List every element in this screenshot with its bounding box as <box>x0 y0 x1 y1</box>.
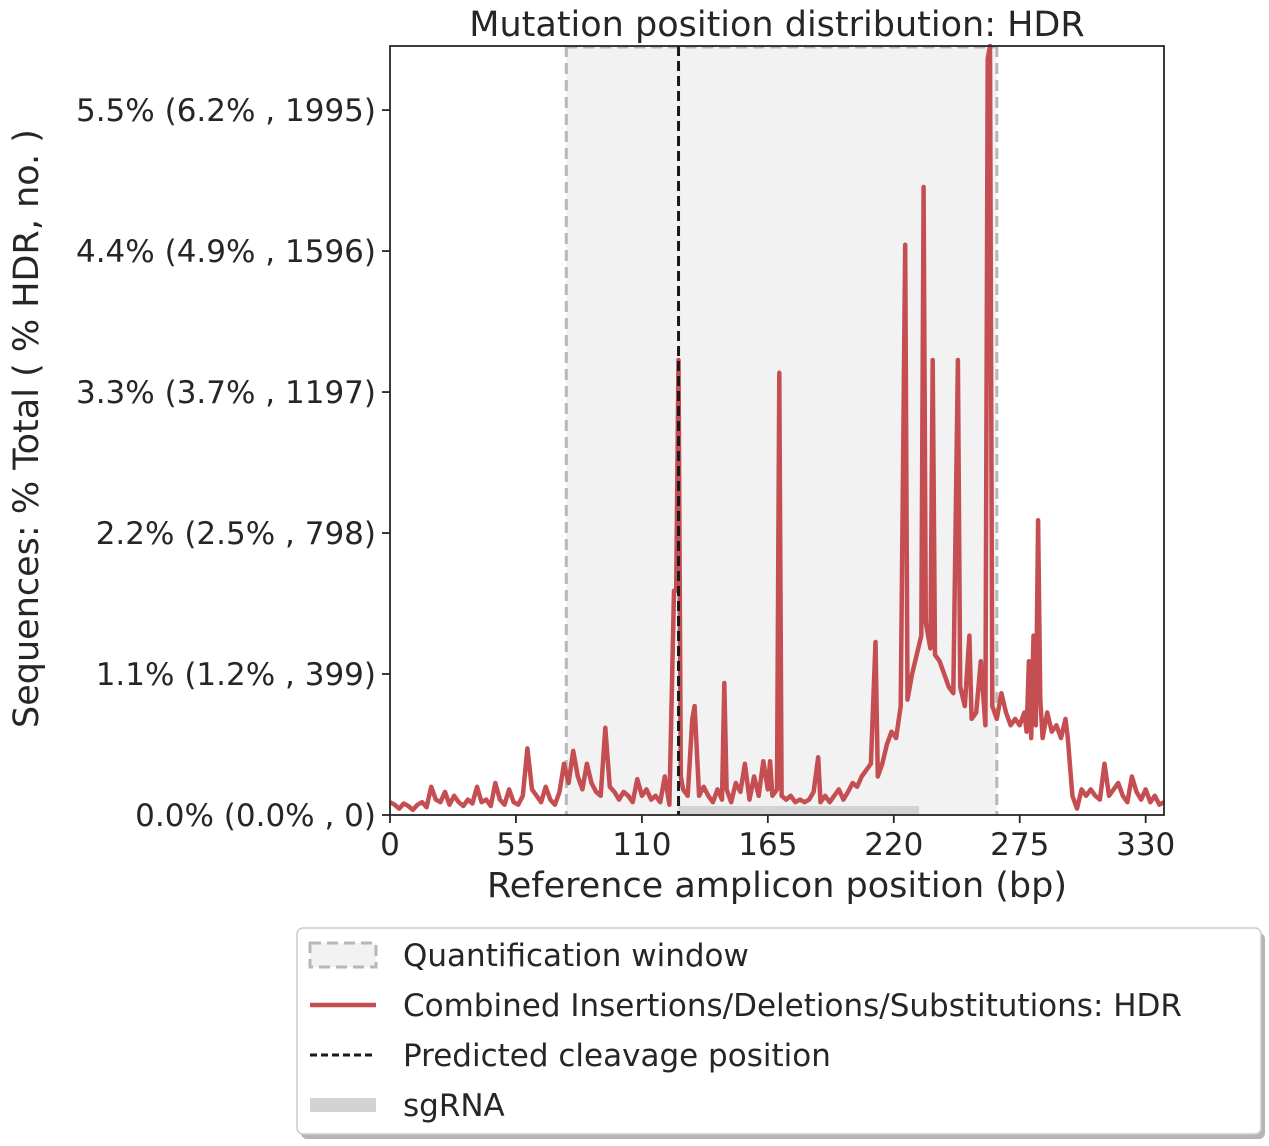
legend-box <box>296 927 1262 1135</box>
y-tick-label: 4.4% (4.9% , 1596) <box>76 234 376 270</box>
x-tick-label: 330 <box>1116 827 1175 863</box>
y-axis-title: Sequences: % Total ( % HDR, no. ) <box>7 129 47 728</box>
x-tick-label: 0 <box>380 827 400 863</box>
legend-label-hdr: Combined Insertions/Deletions/Substituti… <box>403 988 1182 1024</box>
y-tick-label: 2.2% (2.5% , 798) <box>96 516 376 552</box>
y-tick-label: 0.0% (0.0% , 0) <box>135 798 376 834</box>
chart-title: Mutation position distribution: HDR <box>469 5 1084 45</box>
legend: Quantification window Combined Insertion… <box>296 927 1265 1139</box>
x-tick-label: 110 <box>612 827 671 863</box>
x-tick-label: 55 <box>496 827 535 863</box>
y-tick-label: 3.3% (3.7% , 1197) <box>76 375 376 411</box>
x-tick-label: 165 <box>738 827 797 863</box>
legend-swatch-quantification-window <box>308 941 378 969</box>
x-axis-title: Reference amplicon position (bp) <box>487 866 1067 906</box>
plot-area <box>388 43 1166 816</box>
plot-frame <box>389 45 1165 816</box>
y-tick-label: 5.5% (6.2% , 1995) <box>76 93 376 129</box>
legend-label-quantification-window: Quantification window <box>403 938 749 974</box>
y-axis-ticks: 0.0% (0.0% , 0) 1.1% (1.2% , 399) 2.2% (2.… <box>76 93 390 834</box>
legend-label-cleavage: Predicted cleavage position <box>403 1038 831 1074</box>
x-tick-label: 220 <box>864 827 923 863</box>
legend-label-sgrna: sgRNA <box>403 1088 505 1124</box>
x-tick-label: 275 <box>990 827 1049 863</box>
y-tick-label: 1.1% (1.2% , 399) <box>96 657 376 693</box>
x-axis-ticks: 0 55 110 165 220 275 330 <box>380 815 1175 863</box>
series-line-hdr <box>388 43 1166 813</box>
